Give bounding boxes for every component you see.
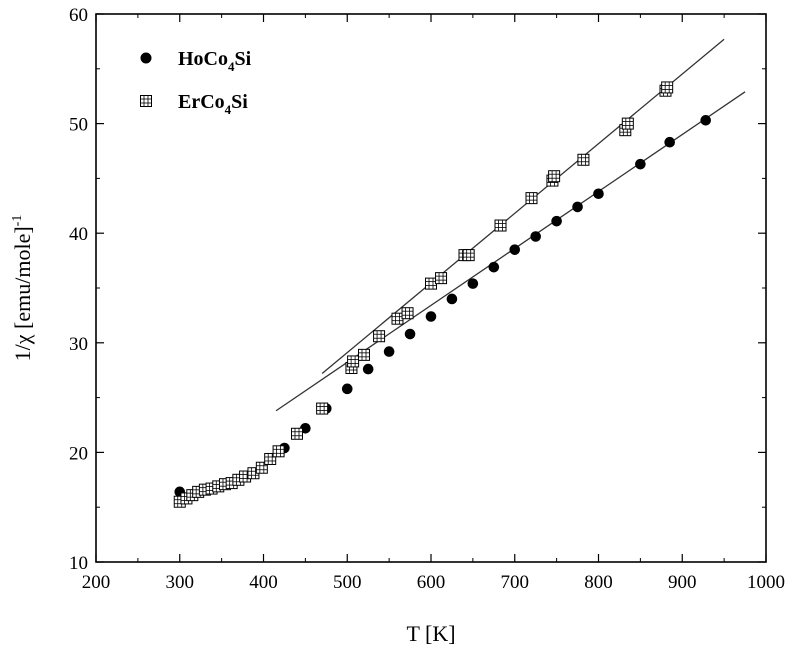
data-point-erco4si	[272, 445, 285, 458]
x-tick-label: 600	[417, 572, 446, 593]
data-point-hoco4si	[362, 363, 374, 375]
data-point-erco4si	[373, 330, 386, 343]
data-point-erco4si	[548, 170, 561, 183]
y-axis-label: 1/χ [emu/mole]-1	[10, 215, 35, 362]
y-tick-label: 10	[69, 553, 88, 574]
data-point-erco4si	[391, 312, 404, 325]
x-tick-label: 200	[82, 572, 111, 593]
data-point-erco4si	[347, 355, 360, 368]
data-point-hoco4si	[425, 311, 437, 322]
y-axis-label-superscript: -1	[10, 215, 25, 227]
data-point-hoco4si	[404, 328, 416, 340]
data-point-hoco4si	[593, 188, 604, 200]
x-tick-label: 500	[333, 572, 362, 593]
x-tick-label: 900	[668, 572, 697, 593]
x-tick-label: 800	[584, 572, 613, 593]
x-axis-label: T [K]	[406, 621, 455, 646]
data-point-erco4si	[494, 219, 507, 232]
data-point-hoco4si	[341, 383, 353, 395]
data-point-erco4si	[291, 427, 303, 440]
y-tick-label: 50	[69, 115, 88, 136]
data-point-erco4si	[255, 461, 268, 474]
y-tick-label: 30	[69, 334, 88, 355]
data-point-erco4si	[661, 81, 674, 94]
data-point-hoco4si	[383, 346, 395, 357]
legend-label-hoco4si: HoCo4Si	[178, 48, 252, 74]
data-point-erco4si	[316, 402, 329, 415]
data-point-hoco4si	[446, 293, 458, 305]
data-point-erco4si	[358, 348, 370, 361]
fit-line-series-1	[321, 38, 725, 374]
legend-marker-hoco4si	[140, 52, 152, 64]
tick-labels: 200 300 400 500 600 700 800 900 1000 10 20 30 40 50 60	[69, 5, 785, 593]
data-point-erco4si	[462, 249, 475, 262]
data-point-erco4si	[577, 153, 590, 166]
data-point-erco4si	[401, 307, 414, 320]
y-axis-label-group: 1/χ [emu/mole]-1	[10, 215, 35, 362]
data-point-hoco4si	[572, 201, 583, 213]
x-tick-label: 700	[501, 572, 530, 593]
data-point-erco4si	[425, 277, 437, 290]
x-tick-label: 1000	[747, 572, 785, 593]
data-point-hoco4si	[467, 278, 479, 289]
x-tick-label: 300	[166, 572, 195, 593]
data-point-hoco4si	[664, 136, 675, 148]
legend-label-erco4si: ErCo4Si	[178, 91, 248, 117]
data-point-hoco4si	[509, 244, 521, 255]
y-tick-label: 40	[69, 224, 88, 245]
y-tick-label: 60	[69, 5, 88, 26]
data-point-hoco4si	[635, 158, 646, 170]
data-point-hoco4si	[700, 115, 711, 126]
data-point-erco4si	[435, 272, 448, 285]
data-point-hoco4si	[530, 231, 541, 242]
data-point-erco4si	[621, 117, 634, 130]
y-tick-label: 20	[69, 443, 88, 464]
x-tick-label: 400	[249, 572, 278, 593]
axis-ticks	[95, 13, 767, 563]
fit-lines	[275, 38, 746, 412]
data-point-erco4si	[525, 192, 538, 205]
y-axis-label-main: 1/χ [emu/mole]	[10, 226, 35, 361]
legend: HoCo4Si ErCo4Si	[140, 48, 252, 117]
legend-marker-erco4si	[140, 95, 152, 107]
data-points	[173, 81, 711, 508]
data-point-hoco4si	[488, 261, 500, 273]
data-point-hoco4si	[551, 215, 562, 227]
